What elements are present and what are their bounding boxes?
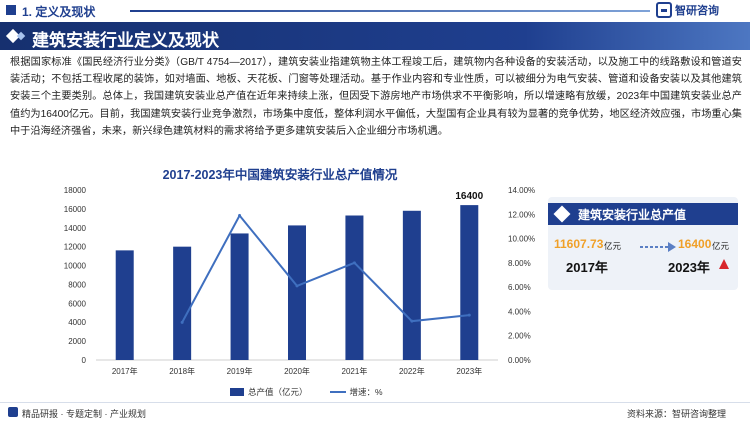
page-title: 建筑安装行业定义及现状	[32, 31, 219, 50]
bar-2017年	[115, 250, 134, 360]
y-right-tick-label: 4.00%	[508, 307, 531, 316]
y-right-tick-label: 2.00%	[508, 332, 531, 341]
x-tick-label: 2022年	[399, 366, 425, 376]
end-value: 16400	[678, 237, 712, 251]
footer-icon	[8, 407, 18, 417]
y-left-tick-label: 4000	[68, 318, 86, 327]
y-left-tick-label: 6000	[68, 299, 86, 308]
growth-point-2023年	[467, 313, 471, 317]
y-left-tick-label: 16000	[64, 205, 87, 214]
x-tick-label: 2023年	[456, 366, 482, 376]
brand-mark-icon	[656, 2, 672, 18]
y-left-tick-label: 14000	[64, 224, 87, 233]
title-diamond-small-icon	[16, 31, 26, 41]
growth-point-2022年	[410, 319, 414, 323]
start-year: 2017年	[566, 260, 608, 275]
legend-item-growth: 增速：%	[329, 386, 383, 398]
y-right-tick-label: 6.00%	[508, 283, 531, 292]
footer-tagline: 精品研报 · 专题定制 · 产业规划	[22, 409, 146, 419]
start-value: 11607.73	[554, 237, 604, 251]
bar-data-label: 16400	[455, 191, 483, 202]
bar-2019年	[230, 233, 249, 360]
y-right-tick-label: 8.00%	[508, 259, 531, 268]
x-tick-label: 2018年	[169, 366, 195, 376]
intro-paragraph: 根据国家标准《国民经济行业分类》（GB/T 4754—2017），建筑安装业指建…	[10, 57, 742, 137]
end-year: 2023年	[668, 260, 710, 275]
bar-2018年	[173, 246, 192, 360]
chart-legend: 总产值（亿元） 增速：%	[230, 386, 383, 398]
y-left-tick-label: 12000	[64, 243, 87, 252]
header-rule	[130, 10, 650, 12]
x-tick-label: 2017年	[112, 366, 138, 376]
x-tick-label: 2020年	[284, 366, 310, 376]
footer-source: 资料来源：智研咨询整理	[626, 409, 726, 419]
title-bar: 建筑安装行业定义及现状	[0, 22, 750, 50]
y-right-tick-label: 14.00%	[508, 186, 535, 195]
y-left-tick-label: 18000	[64, 186, 87, 195]
brand-logo: 智研咨询	[656, 2, 719, 18]
growth-rate-line	[181, 213, 470, 323]
bar-2020年	[288, 225, 306, 360]
footer: 精品研报 · 专题定制 · 产业规划 资料来源：智研咨询整理	[0, 402, 750, 421]
chart-title: 2017-2023年中国建筑安装行业总产值情况	[162, 168, 398, 182]
y-right-tick-label: 0.00%	[508, 356, 531, 365]
x-tick-label: 2019年	[227, 366, 253, 376]
y-left-tick-label: 8000	[68, 280, 86, 289]
summary-card-header: 建筑安装行业总产值	[548, 203, 738, 225]
growth-point-2020年	[295, 284, 299, 288]
card-diamond-icon	[553, 205, 571, 223]
end-unit: 亿元	[712, 241, 730, 251]
section-square-icon	[6, 5, 16, 15]
legend-bar-swatch	[230, 388, 244, 396]
start-unit: 亿元	[604, 241, 622, 251]
bar-2022年	[402, 210, 421, 360]
legend-bar-label: 总产值（亿元）	[248, 387, 308, 397]
y-left-tick-label: 2000	[68, 337, 86, 346]
output-value-chart: 0 2000 4000 6000 8000 10000 12000 14000 16000 180…	[64, 186, 535, 376]
section-label: 1. 定义及现状	[22, 5, 96, 19]
trend-up-icon	[719, 259, 729, 269]
arrow-right-icon	[640, 242, 676, 252]
brand-name: 智研咨询	[675, 5, 719, 17]
bar-2021年	[345, 215, 364, 360]
growth-point-2018年	[180, 320, 184, 324]
legend-item-output: 总产值（亿元）	[230, 386, 308, 398]
summary-card: 建筑安装行业总产值 11607.73 亿元 2017年 16400 亿元 202…	[548, 197, 738, 290]
x-tick-label: 2021年	[342, 366, 368, 376]
legend-line-swatch	[329, 391, 346, 393]
bar-2023年	[460, 205, 479, 360]
top-bar: 1. 定义及现状 智研咨询	[0, 0, 750, 22]
growth-point-2021年	[352, 261, 356, 265]
y-left-tick-label: 0	[82, 356, 87, 365]
summary-card-title: 建筑安装行业总产值	[578, 208, 687, 222]
legend-line-label: 增速：%	[349, 387, 383, 397]
y-right-tick-label: 10.00%	[508, 235, 535, 244]
y-right-tick-label: 12.00%	[508, 210, 535, 219]
growth-point-2019年	[238, 214, 242, 217]
y-left-tick-label: 10000	[64, 262, 87, 271]
